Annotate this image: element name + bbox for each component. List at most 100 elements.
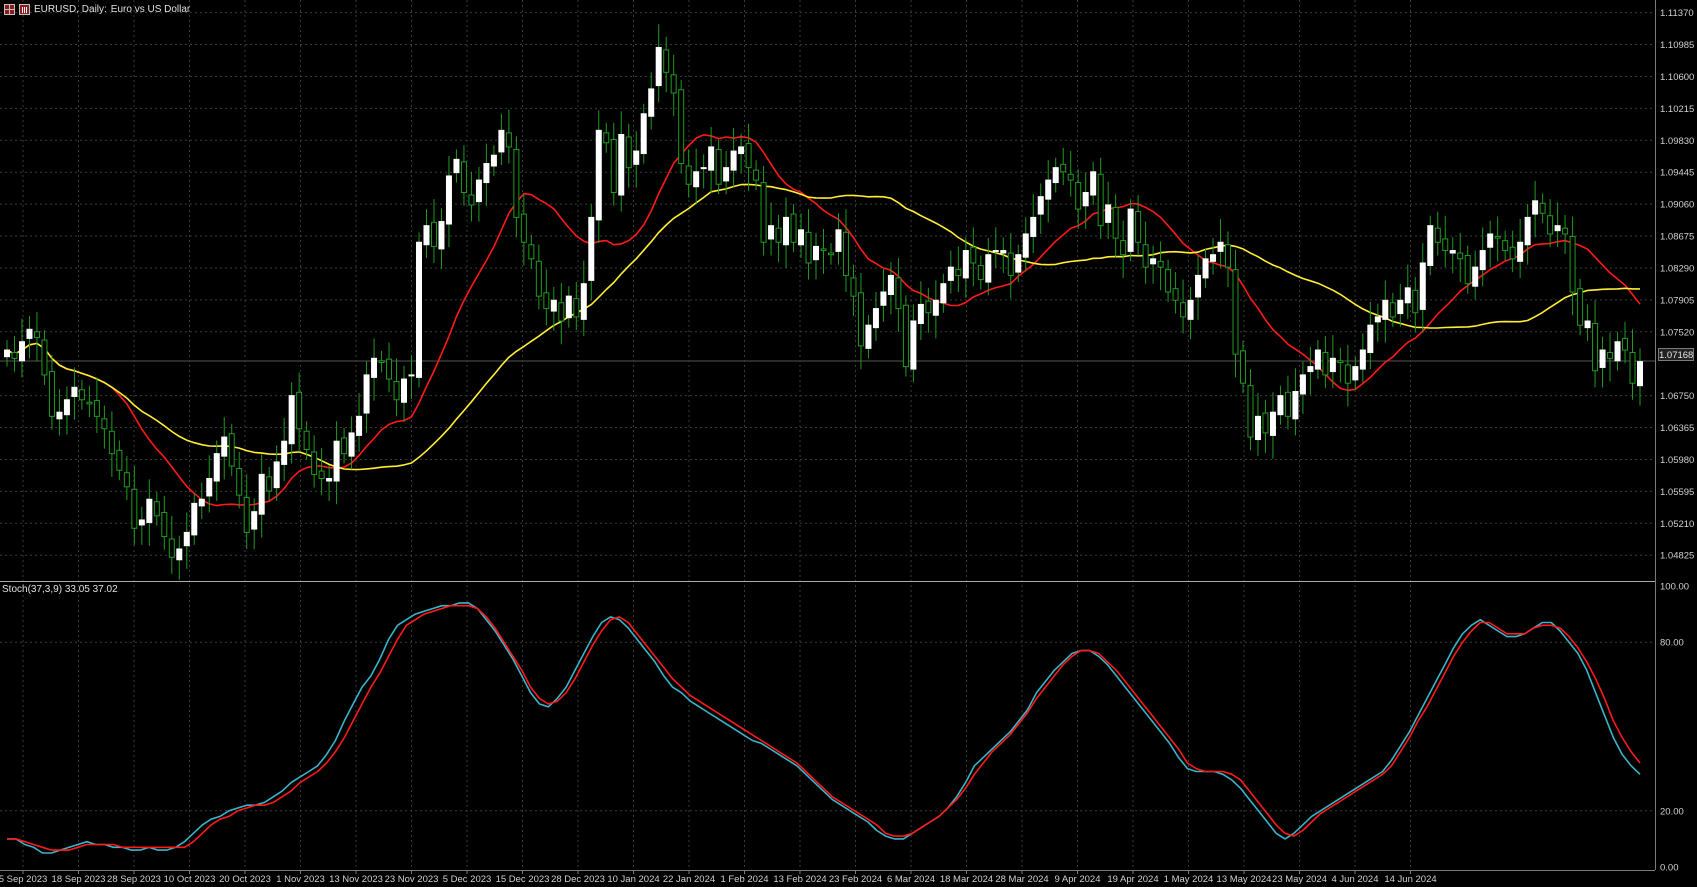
bull-candle <box>1210 254 1217 262</box>
bear-candle <box>977 264 984 281</box>
bull-candle <box>655 46 662 87</box>
bull-candle <box>363 374 370 414</box>
bear-candle <box>970 246 977 264</box>
bull-candle <box>798 229 805 246</box>
bear-candle <box>1494 235 1501 239</box>
bull-candle <box>18 341 25 362</box>
bull-candle <box>730 150 737 171</box>
bull-candle <box>1472 266 1479 287</box>
bull-candle <box>408 374 415 377</box>
bear-candle <box>1142 244 1149 268</box>
slow-moving-average-line <box>6 183 1640 471</box>
bar-chart-icon[interactable] <box>19 3 30 15</box>
bear-candle <box>101 418 108 430</box>
bear-candle <box>41 339 48 376</box>
bull-candle <box>1524 216 1531 246</box>
bear-candle <box>318 470 325 480</box>
candlesticks <box>4 24 1643 580</box>
bull-candle <box>213 453 220 482</box>
bear-candle <box>1562 227 1569 235</box>
bull-candle <box>445 175 452 225</box>
bear-candle <box>1539 202 1546 214</box>
bear-candle <box>1389 302 1396 318</box>
time-axis-label: 28 Dec 2023 <box>551 874 605 885</box>
bear-candle <box>1060 163 1067 173</box>
bear-candle <box>86 401 93 405</box>
bull-candle <box>251 511 258 530</box>
price-axis-label: 1.10600 <box>1660 72 1694 83</box>
bull-candle <box>1045 179 1052 200</box>
stoch-axis-label: 80.00 <box>1660 638 1684 649</box>
bear-candle <box>1569 235 1576 293</box>
bear-candle <box>520 213 527 243</box>
bear-candle <box>1180 302 1187 318</box>
bear-candle <box>513 148 520 218</box>
bull-candle <box>1037 196 1044 215</box>
bull-candle <box>1419 262 1426 310</box>
bear-candle <box>1225 244 1232 268</box>
bear-candle <box>460 161 467 194</box>
bull-candle <box>565 295 572 319</box>
bull-candle <box>1584 320 1591 329</box>
bear-candle <box>243 497 250 533</box>
bear-candle <box>820 248 827 252</box>
bear-candle <box>955 269 962 276</box>
bull-candle <box>176 548 183 561</box>
bull-candle <box>56 411 63 420</box>
bull-candle <box>1382 299 1389 320</box>
bull-candle <box>1404 287 1411 304</box>
bull-candle <box>1269 411 1276 436</box>
bear-candle <box>1464 255 1471 285</box>
time-axis-label: 22 Jan 2024 <box>663 874 715 885</box>
time-axis-label: 23 Feb 2024 <box>829 874 882 885</box>
time-axis-label: 28 Sep 2023 <box>107 874 161 885</box>
bull-candle <box>640 113 647 155</box>
bull-candle <box>348 432 355 457</box>
bear-candle <box>902 304 909 368</box>
time-axis-label: 6 Mar 2024 <box>887 874 935 885</box>
bear-candle <box>1135 211 1142 243</box>
bear-candle <box>1502 240 1509 252</box>
symbol-description: Euro vs US Dollar <box>110 3 191 15</box>
bear-candle <box>228 433 235 467</box>
bear-candle <box>745 143 752 169</box>
time-axis-label: 18 Mar 2024 <box>940 874 993 885</box>
bear-candle <box>1097 173 1104 227</box>
bull-candle <box>1299 374 1306 395</box>
bear-candle <box>468 194 475 206</box>
price-axis-label: 1.05980 <box>1660 455 1694 466</box>
bear-candle <box>303 430 310 451</box>
bear-candle <box>670 74 677 94</box>
price-axis-label: 1.09445 <box>1660 168 1694 179</box>
stochastic-main-line <box>7 602 1641 854</box>
time-axis-label: 5 Dec 2023 <box>443 874 492 885</box>
stoch-axis-label: 0.00 <box>1660 863 1679 874</box>
bear-candle <box>1509 246 1516 260</box>
bull-candle <box>768 225 775 240</box>
bull-candle <box>580 283 587 320</box>
bear-candle <box>625 136 632 169</box>
bear-candle <box>842 231 849 276</box>
price-axis-label: 1.08675 <box>1660 232 1694 243</box>
bull-candle <box>258 473 265 515</box>
bull-candle <box>1052 167 1059 184</box>
bear-candle <box>236 468 243 496</box>
bull-candle <box>475 179 482 203</box>
price-axis-label: 1.11370 <box>1660 8 1694 19</box>
bear-candle <box>857 292 864 347</box>
bull-candle <box>221 436 228 457</box>
chart-grid-icon[interactable] <box>4 3 15 15</box>
bull-candle <box>333 440 340 482</box>
symbol-label: EURUSD, Daily: <box>34 3 107 15</box>
bear-candle <box>1629 352 1636 384</box>
time-axis-label: 19 Apr 2024 <box>1107 874 1158 885</box>
bear-candle <box>93 400 100 417</box>
bull-candle <box>273 461 280 489</box>
bull-candle <box>498 129 505 153</box>
bull-candle <box>146 498 153 523</box>
bear-candle <box>116 449 123 471</box>
time-axis-label: 1 May 2024 <box>1164 874 1214 885</box>
stochastic-label: Stoch(37,3,9) 33.05 37.02 <box>2 584 118 595</box>
bull-candle <box>198 498 205 507</box>
